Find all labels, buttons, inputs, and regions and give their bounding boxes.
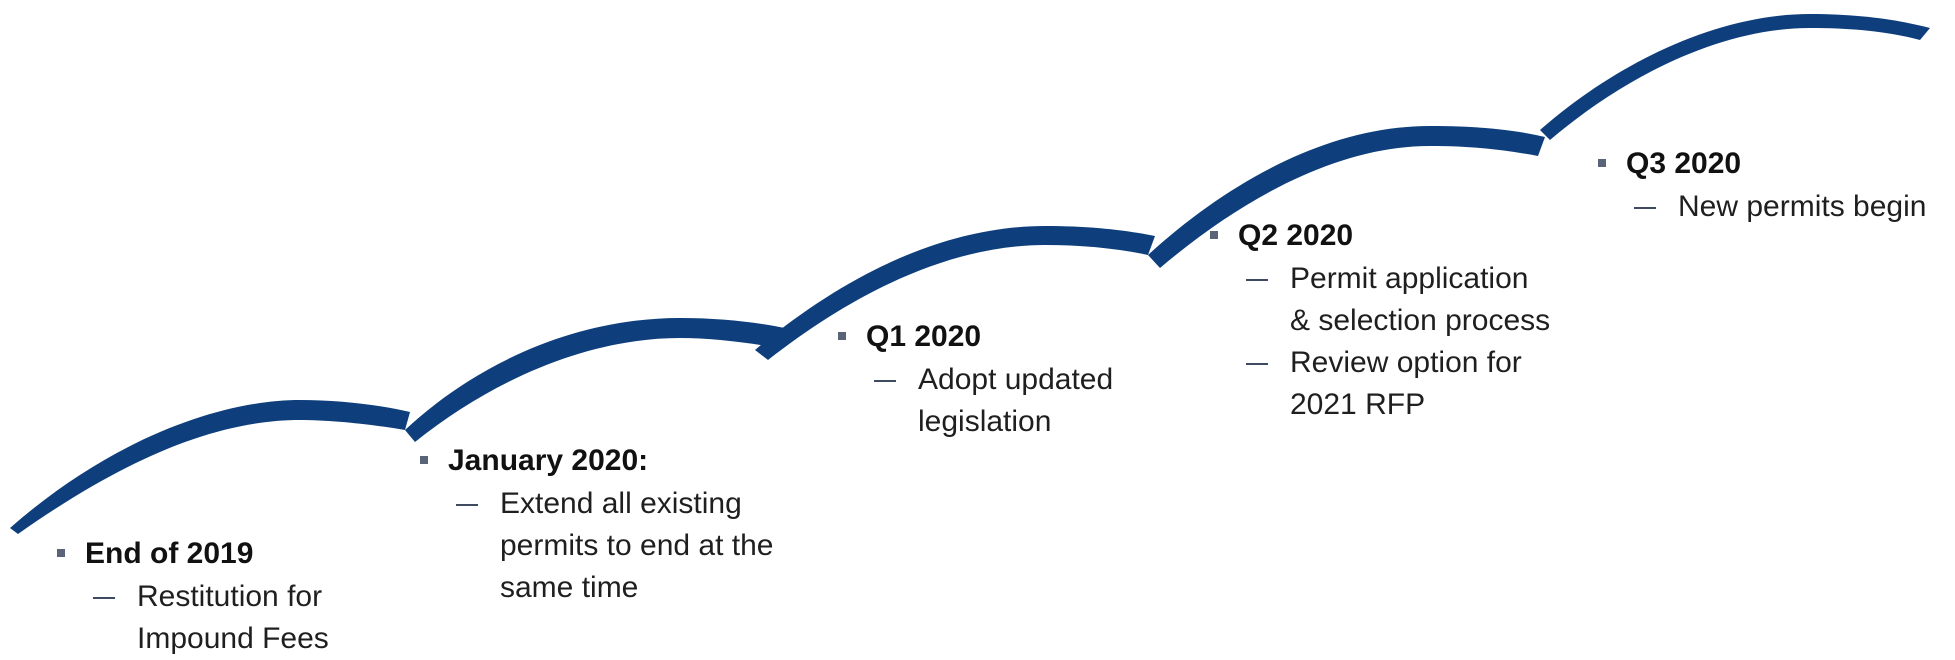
milestone-end-2019: End of 2019 Restitution for Impound Fees [57, 536, 329, 660]
dash-bullet-icon [1246, 363, 1268, 365]
dash-bullet-icon [93, 597, 115, 599]
square-bullet-icon [1598, 159, 1606, 167]
milestone-item: New permits begin [1634, 186, 1926, 228]
milestone-title: End of 2019 [85, 537, 254, 570]
square-bullet-icon [1210, 231, 1218, 239]
square-bullet-icon [420, 456, 428, 464]
milestone-item: Restitution for Impound Fees [93, 576, 329, 660]
dash-bullet-icon [874, 380, 896, 382]
square-bullet-icon [838, 332, 846, 340]
dash-bullet-icon [456, 504, 478, 506]
milestone-title: Q1 2020 [866, 320, 982, 353]
timeline-arc-2 [405, 318, 785, 442]
milestone-q3-2020: Q3 2020 New permits begin [1598, 146, 1926, 228]
milestone-item: Extend all existing permits to end at the… [456, 483, 774, 609]
milestone-title: Q2 2020 [1238, 219, 1354, 252]
timeline-arc-3 [755, 226, 1155, 360]
square-bullet-icon [57, 549, 65, 557]
milestone-title: January 2020: [448, 444, 649, 477]
timeline-arc-5 [1540, 14, 1930, 140]
milestone-january-2020: January 2020: Extend all existing permits… [420, 443, 774, 609]
milestone-item: Adopt updated legislation [874, 359, 1113, 443]
milestone-item: Permit application & selection process [1246, 258, 1550, 342]
dash-bullet-icon [1246, 279, 1268, 281]
milestone-title: Q3 2020 [1626, 147, 1742, 180]
dash-bullet-icon [1634, 207, 1656, 209]
milestone-q1-2020: Q1 2020 Adopt updated legislation [838, 319, 1113, 443]
timeline-arc-1 [10, 400, 410, 534]
timeline-arc-4 [1148, 126, 1545, 268]
milestone-item: Review option for 2021 RFP [1246, 342, 1550, 426]
milestone-q2-2020: Q2 2020 Permit application & selection pr… [1210, 218, 1550, 426]
